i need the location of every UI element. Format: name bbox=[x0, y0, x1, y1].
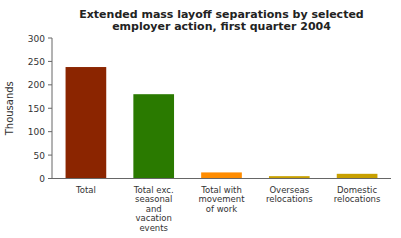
bar bbox=[201, 172, 242, 178]
x-tick-label: Total withmovementof work bbox=[199, 185, 246, 214]
y-tick-label: 150 bbox=[28, 104, 45, 114]
y-axis-label: Thousands bbox=[4, 81, 15, 136]
bars bbox=[66, 67, 378, 178]
x-tick-label: Total exc.seasonalandvacationevents bbox=[133, 185, 174, 233]
x-tick-label: Domesticrelocations bbox=[334, 185, 381, 205]
y-axis-line bbox=[52, 38, 53, 179]
y-tick bbox=[48, 38, 52, 39]
y-tick bbox=[48, 155, 52, 156]
y-tick bbox=[48, 131, 52, 132]
y-tick bbox=[48, 84, 52, 85]
x-axis-line bbox=[52, 178, 391, 179]
bar bbox=[133, 94, 174, 178]
y-tick bbox=[48, 61, 52, 62]
y-tick-label: 250 bbox=[28, 57, 45, 67]
x-tick-label: Overseasrelocations bbox=[266, 185, 313, 205]
y-tick bbox=[48, 178, 52, 179]
y-tick-label: 50 bbox=[34, 151, 46, 161]
y-tick-label: 100 bbox=[28, 127, 45, 137]
bar bbox=[66, 67, 107, 178]
title: Extended mass layoff separations by sele… bbox=[79, 8, 364, 33]
chart: Extended mass layoff separations by sele… bbox=[0, 0, 401, 238]
x-tick-label: Total bbox=[75, 185, 96, 195]
y-tick-label: 200 bbox=[28, 80, 45, 90]
y-tick-label: 0 bbox=[39, 174, 45, 184]
chart-container: Extended mass layoff separations by sele… bbox=[0, 0, 401, 238]
y-tick bbox=[48, 108, 52, 109]
bar bbox=[337, 174, 378, 179]
y-tick-label: 300 bbox=[28, 34, 45, 44]
